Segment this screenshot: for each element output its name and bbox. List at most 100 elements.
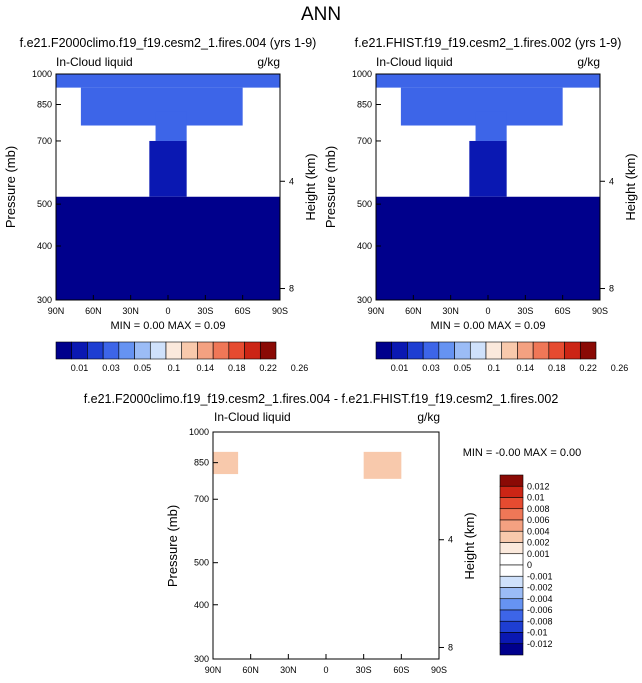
x-tick-label: 60N [85, 306, 102, 316]
colorbar-label: 0.14 [197, 363, 215, 373]
colorbar-swatch [134, 341, 151, 360]
colorbar-label: -0.002 [527, 583, 553, 593]
y-tick-label: 400 [37, 241, 52, 251]
colorbar-swatch [181, 341, 198, 360]
field-region-0 [376, 74, 600, 88]
colorbar-swatch [87, 341, 104, 360]
colorbar-label: 0 [527, 560, 532, 570]
colorbar-label: 0.01 [71, 363, 89, 373]
colorbar-swatch [499, 485, 524, 498]
y-tick-label: 300 [357, 295, 372, 305]
colorbar-swatch [454, 341, 471, 360]
colorbar-swatch [165, 341, 183, 360]
y-tick-label: 850 [194, 458, 209, 468]
panel-1-left-string: In-Cloud liquid [56, 55, 133, 69]
colorbar-label: 0.1 [488, 363, 501, 373]
height-tick-label: 4 [609, 176, 614, 186]
x-tick-label: 30N [442, 306, 459, 316]
field-region-4 [376, 196, 600, 300]
field-region-4 [56, 196, 280, 300]
panel-3-stats: MIN = -0.00 MAX = 0.00 [463, 447, 582, 459]
y-tick-label: 700 [37, 136, 52, 146]
panel-1-stats: MIN = 0.00 MAX = 0.09 [111, 320, 226, 332]
x-tick-label: 0 [165, 306, 170, 316]
colorbar-swatch [499, 609, 524, 622]
y-tick-label: 850 [37, 100, 52, 110]
colorbar-swatch [438, 341, 455, 360]
colorbar-label: 0.012 [527, 481, 550, 491]
x-tick-label: 60S [555, 306, 571, 316]
panel-1-right-string: g/kg [257, 55, 280, 69]
y-tick-label: 500 [37, 199, 52, 209]
colorbar-swatch [391, 341, 408, 360]
colorbar-swatch [499, 587, 524, 600]
colorbar-swatch [212, 341, 230, 360]
panel-2: f.e21.FHIST.f19_f19.cesm2_1.fires.002 (y… [323, 36, 638, 373]
colorbar-label: -0.001 [527, 571, 553, 581]
colorbar-swatch [71, 341, 88, 360]
colorbar-swatch [564, 341, 581, 360]
colorbar-label: 0.18 [548, 363, 566, 373]
y-tick-label: 300 [194, 654, 209, 664]
y-tick-label: 400 [194, 600, 209, 610]
colorbar-swatch [499, 620, 524, 633]
x-tick-label: 60S [235, 306, 251, 316]
colorbar-label: 0.26 [611, 363, 629, 373]
x-tick-label: 30S [197, 306, 213, 316]
field-region-3 [300, 432, 352, 659]
field-region-3 [149, 140, 187, 197]
panel-1-plot: 90N 60N 30N 0 30S 60S 90S 300 400 500 700 850 1000 8 4 [32, 69, 294, 316]
panel-1-y-right-label: Height (km) [303, 153, 318, 220]
panel-3-y-label: Pressure (mb) [165, 505, 180, 587]
x-tick-label: 90S [592, 306, 608, 316]
colorbar-swatch [579, 341, 597, 360]
colorbar-swatch [485, 341, 503, 360]
field-region-2 [475, 111, 507, 141]
field-region-1 [213, 451, 239, 475]
x-tick-label: 30N [280, 665, 297, 675]
colorbar-swatch [407, 341, 424, 360]
field-region-2 [363, 451, 402, 479]
colorbar-swatch [244, 341, 261, 360]
panel-2-colorbar: 0.01 0.03 0.05 0.1 0.14 0.18 0.22 0.26 [375, 341, 629, 373]
panel-2-plot: 90N 60N 30N 0 30S 60S 90S 300 400 500 700 850 1000 8 4 [352, 69, 614, 316]
colorbar-swatch [499, 632, 524, 645]
colorbar-label: 0.22 [579, 363, 597, 373]
colorbar-label: 0.01 [391, 363, 409, 373]
colorbar-swatch [499, 542, 524, 555]
colorbar-swatch [532, 341, 550, 360]
panel-2-title: f.e21.FHIST.f19_f19.cesm2_1.fires.002 (y… [355, 36, 622, 50]
colorbar-label: 0.05 [454, 363, 472, 373]
height-tick-label: 4 [289, 176, 294, 186]
field-region-2 [155, 111, 187, 141]
colorbar-label: -0.004 [527, 594, 553, 604]
colorbar-label: 0.05 [134, 363, 152, 373]
panel-1-title: f.e21.F2000climo.f19_f19.cesm2_1.fires.0… [20, 36, 317, 50]
height-tick-label: 4 [448, 535, 453, 545]
panel-2-y-right-label: Height (km) [623, 153, 638, 220]
colorbar-swatch [517, 341, 534, 360]
x-tick-label: 0 [485, 306, 490, 316]
panel-3-left-string: In-Cloud liquid [214, 410, 291, 424]
colorbar-label: 0.001 [527, 549, 550, 559]
panel-3-title: f.e21.F2000climo.f19_f19.cesm2_1.fires.0… [84, 392, 559, 406]
y-tick-label: 400 [357, 241, 372, 251]
colorbar-swatch [228, 341, 245, 360]
colorbar-swatch [499, 497, 524, 510]
colorbar-swatch [499, 530, 524, 543]
colorbar-swatch [197, 341, 214, 360]
colorbar-label: -0.006 [527, 605, 553, 615]
colorbar-swatch [499, 508, 524, 521]
colorbar-label: 0.1 [168, 363, 181, 373]
x-tick-label: 90S [272, 306, 288, 316]
colorbar-swatch [499, 474, 524, 487]
panel-1-colorbar: 0.01 0.03 0.05 0.1 0.14 0.18 0.22 0.26 [55, 341, 308, 373]
panel-3-right-string: g/kg [417, 410, 440, 424]
colorbar-swatch [499, 519, 524, 532]
colorbar-swatch [118, 341, 135, 360]
y-tick-label: 700 [357, 136, 372, 146]
x-tick-label: 60S [393, 665, 409, 675]
colorbar-swatch [499, 575, 524, 588]
x-tick-label: 60N [405, 306, 422, 316]
colorbar-swatch [548, 341, 565, 360]
